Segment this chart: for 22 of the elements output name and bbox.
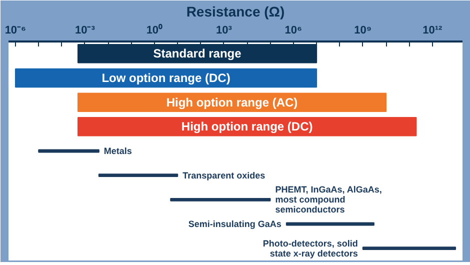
x-tick-label: 10³ (216, 24, 232, 36)
x-tick-label: 10⁻³ (75, 24, 96, 36)
x-tick-label: 10⁻⁶ (4, 24, 26, 36)
bar (362, 246, 456, 250)
bar (98, 174, 178, 178)
y-tick-label: Low option range (DC) (102, 71, 230, 85)
y-tick-label: Standard range (153, 46, 242, 61)
bar (77, 117, 417, 136)
x-tick-label: 10¹² (422, 24, 442, 36)
y-tick-label: Transparent oxides (182, 170, 266, 180)
y-tick-label: Semi-insulating GaAs (188, 219, 282, 229)
x-tick-label: 10⁶ (284, 24, 302, 36)
x-axis-title: Resistance (Ω) (186, 4, 285, 20)
y-tick-label: Photo-detectors, solid state x-ray detectors (262, 238, 358, 258)
bar (170, 198, 271, 202)
x-tick-label: 10⁹ (354, 24, 372, 36)
x-tick-label: 10⁰ (146, 24, 163, 36)
y-tick-label: Metals (104, 146, 132, 156)
y-tick-label: High option range (AC) (166, 95, 298, 110)
y-tick-label: High option range (DC) (181, 120, 313, 134)
y-tick-label: PHEMT, InGaAs, AlGaAs, most compound semiconductors (275, 184, 382, 215)
bar (77, 92, 387, 112)
